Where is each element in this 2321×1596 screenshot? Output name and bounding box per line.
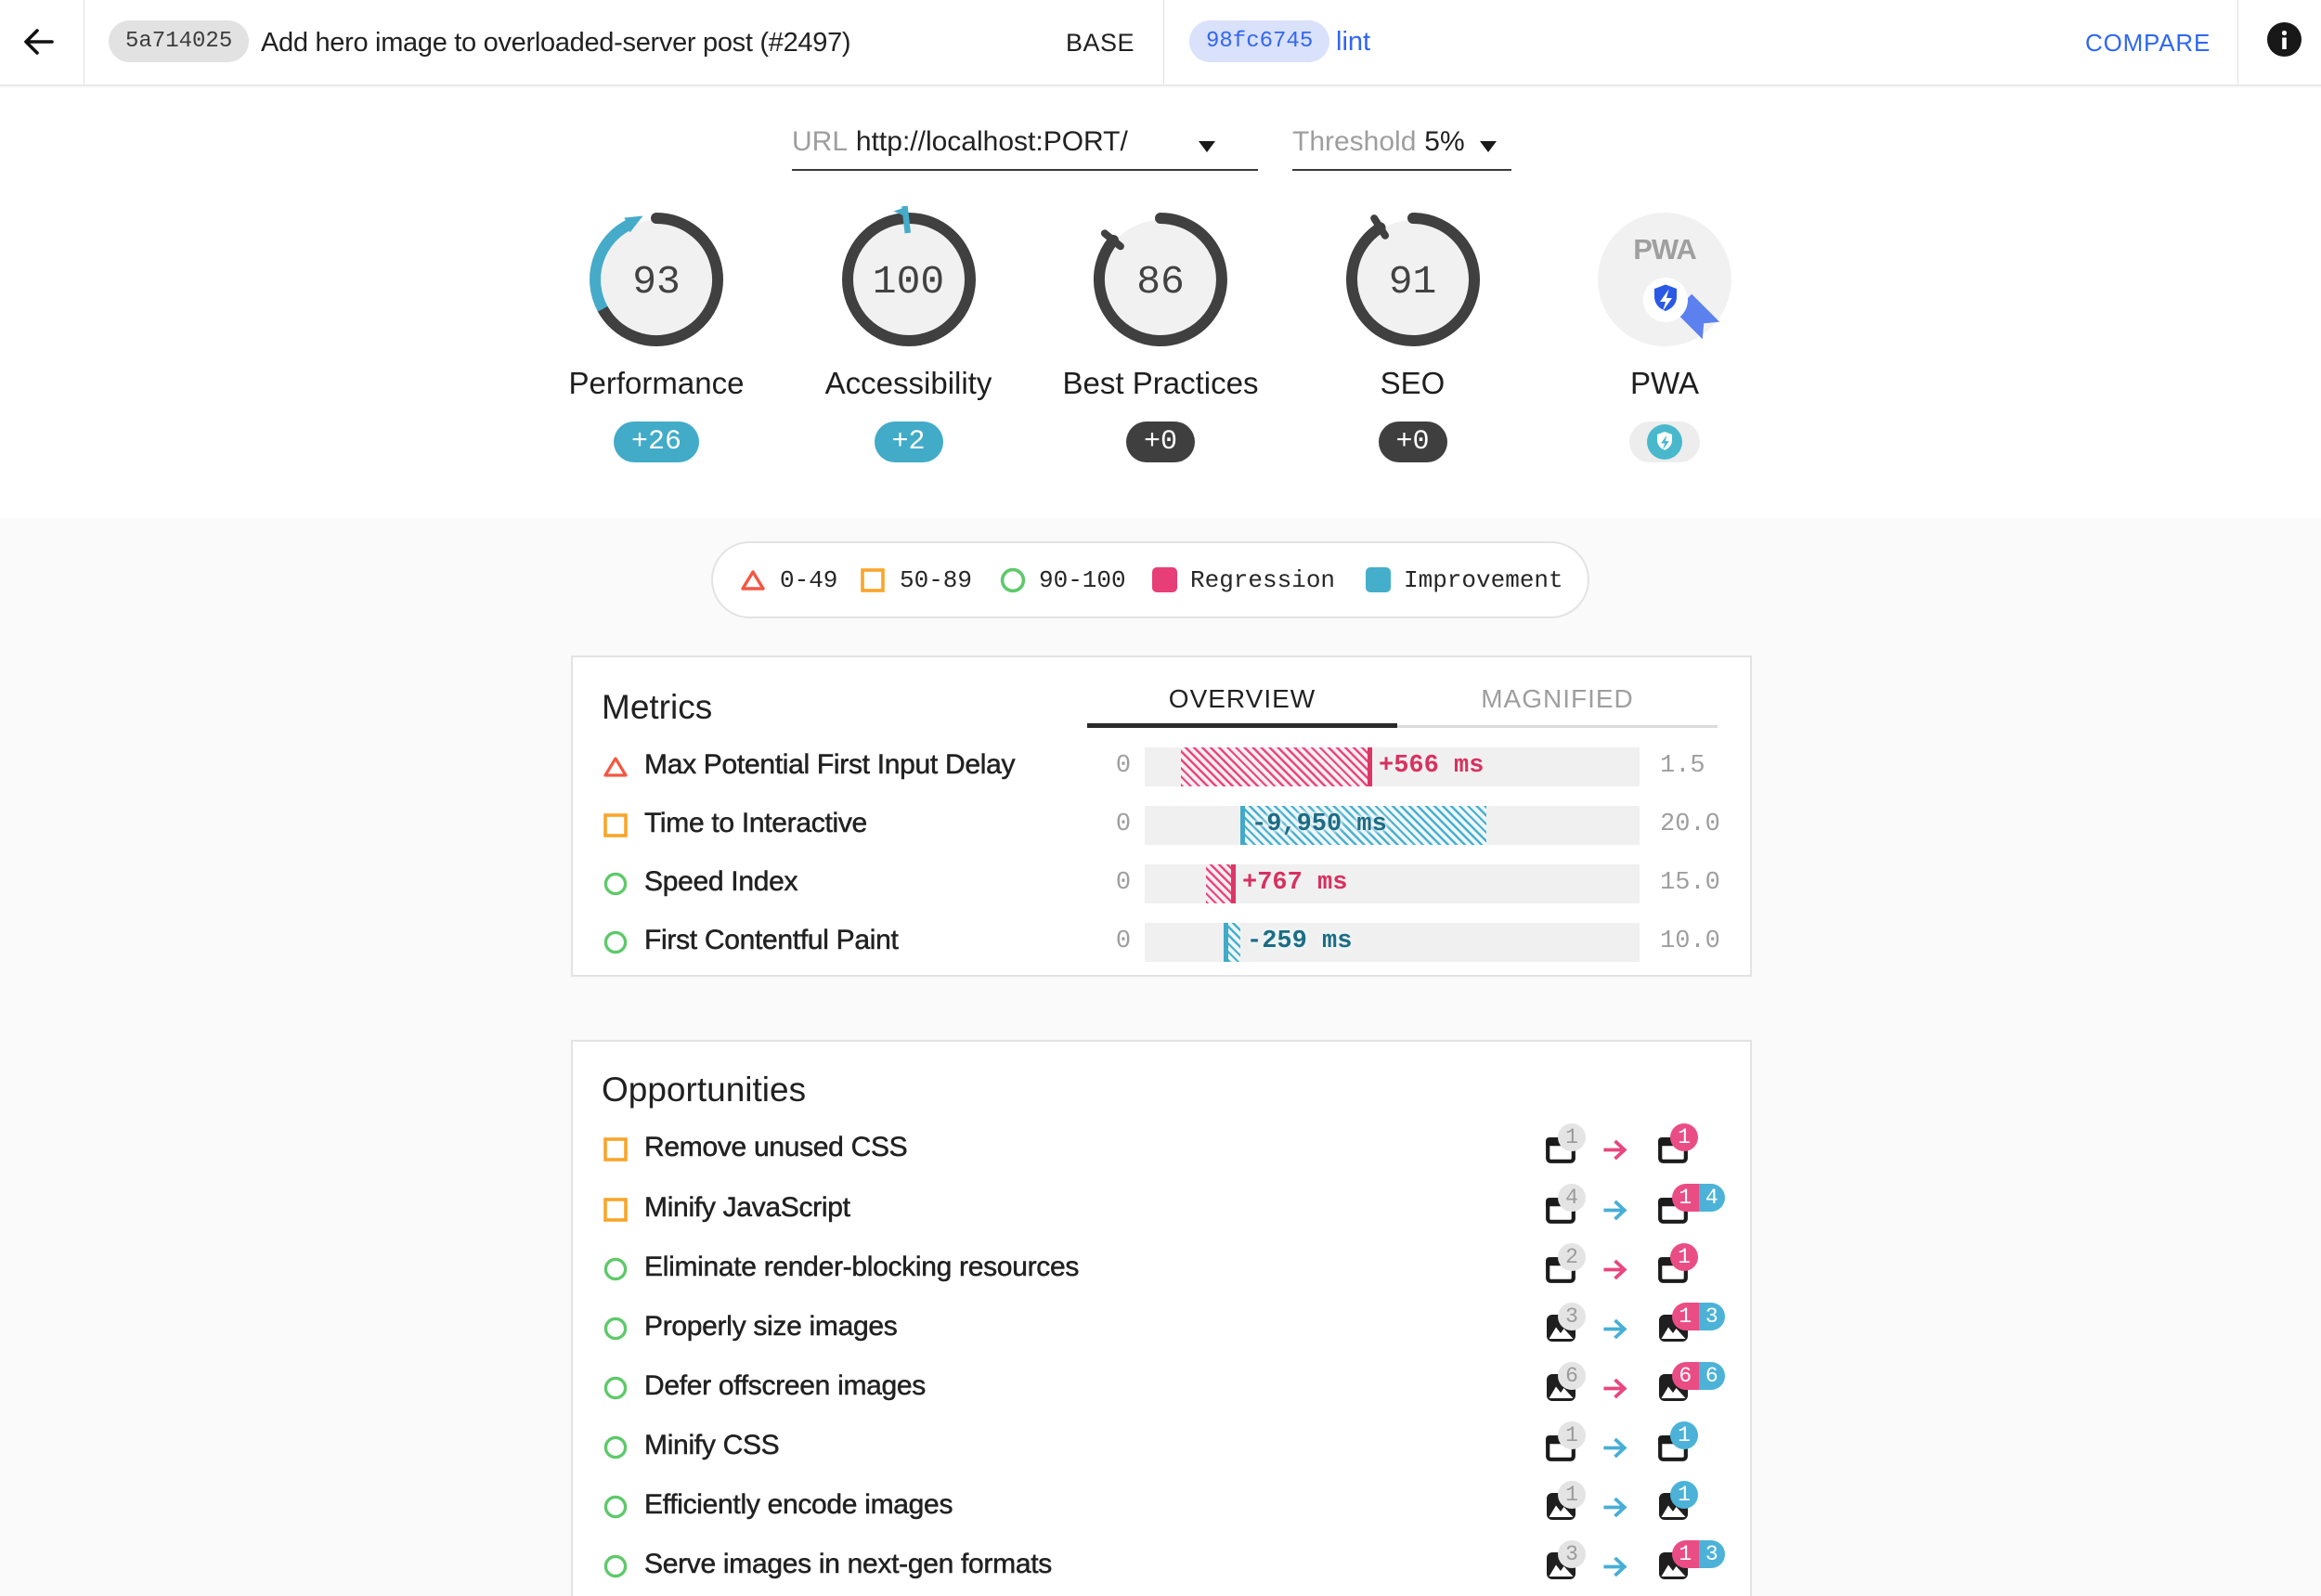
svg-text:PWA: PWA — [1633, 233, 1696, 266]
